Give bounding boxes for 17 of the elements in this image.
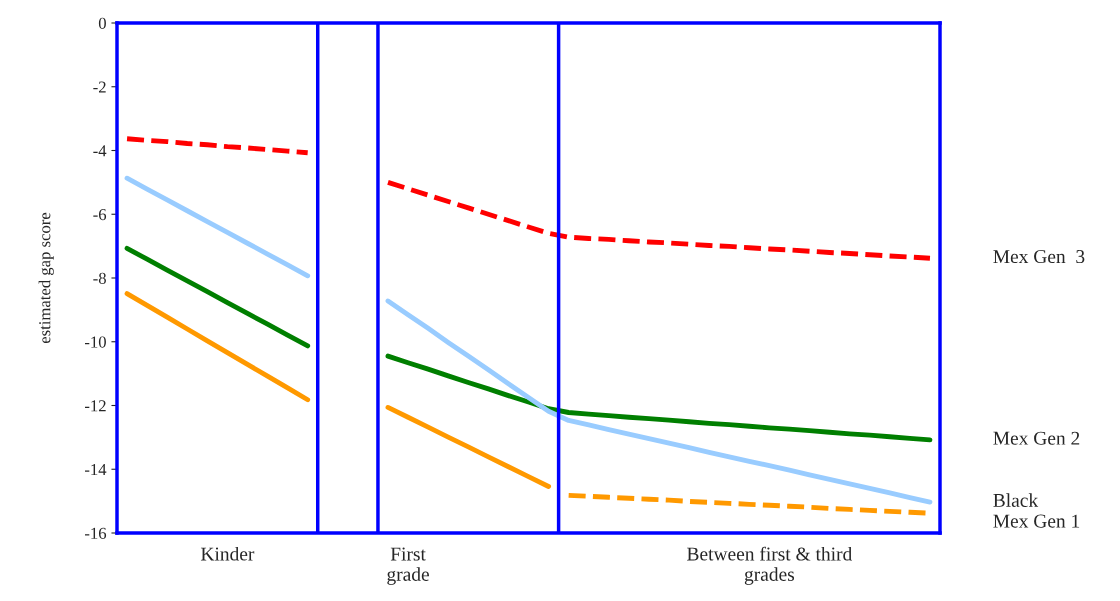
text: Mex Gen 2 bbox=[993, 431, 1080, 445]
y-tick-label: -8 bbox=[93, 272, 106, 284]
text: Mex Gen 3 bbox=[993, 250, 1085, 264]
x-tick-label: First grade bbox=[387, 547, 429, 585]
y-axis-title: estimated gap score bbox=[38, 212, 54, 344]
y-tick-label: -16 bbox=[84, 527, 107, 539]
text: Mex Gen 1 bbox=[993, 514, 1080, 528]
y-tick-label: -4 bbox=[93, 145, 107, 157]
x-tick-label: Between first & third grades bbox=[687, 546, 853, 585]
x-tick-label: Kinder bbox=[200, 546, 255, 561]
y-tick-label: -6 bbox=[93, 209, 107, 221]
y-tick-label: -2 bbox=[93, 81, 106, 93]
y-tick-label: -14 bbox=[84, 464, 107, 476]
y-tick-label: -12 bbox=[84, 400, 106, 412]
y-tick-label: 0 bbox=[98, 17, 106, 29]
y-tick-label: -10 bbox=[84, 336, 106, 348]
text: Black bbox=[993, 493, 1039, 507]
